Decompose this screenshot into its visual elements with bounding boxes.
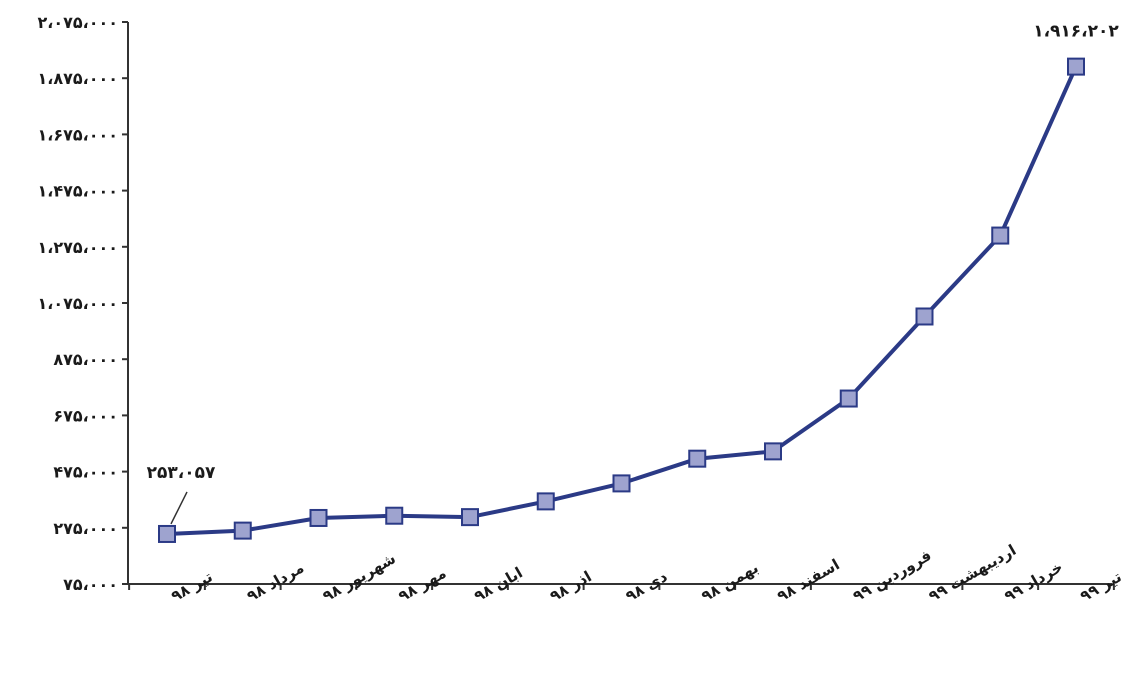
data-point-marker <box>612 474 631 493</box>
data-point-marker <box>915 307 934 326</box>
y-ticks: ۷۵،۰۰۰ ۲۷۵،۰۰۰ ۴۷۵،۰۰۰ ۶۷۵،۰۰۰ ۸۷۵،۰۰۰ ۱،۰۷۵،… <box>37 13 128 594</box>
x-tick-label: خرداد ۹۹ <box>1001 558 1066 606</box>
data-label: ۲۵۳،۰۵۷ <box>147 463 216 483</box>
data-point-marker <box>991 226 1010 245</box>
y-tick-label: ۱،۸۷۵،۰۰۰ <box>37 69 118 88</box>
y-tick-label: ۱،۰۷۵،۰۰۰ <box>37 294 118 313</box>
data-label-leader <box>170 491 188 525</box>
series-line <box>166 65 1078 536</box>
data-point-marker <box>461 508 479 527</box>
y-tick-label: ۱،۴۷۵،۰۰۰ <box>37 182 118 201</box>
data-markers <box>158 57 1085 543</box>
y-tick-label: ۸۷۵،۰۰۰ <box>53 350 118 369</box>
y-tick-label: ۱،۲۷۵،۰۰۰ <box>37 238 118 257</box>
data-point-marker <box>764 442 782 461</box>
x-tick-label: تیر ۹۸ <box>168 568 216 606</box>
y-tick-label: ۱،۶۷۵،۰۰۰ <box>37 125 118 144</box>
y-tick-label: ۴۷۵،۰۰۰ <box>53 463 118 482</box>
x-tick-label: بهمن ۹۸ <box>698 559 761 606</box>
data-point-marker <box>385 506 404 525</box>
x-tick-label: دی ۹۸ <box>623 567 671 605</box>
data-point-marker <box>839 389 858 408</box>
data-point-marker <box>309 508 328 527</box>
x-tick-label: اسفند ۹۸ <box>774 555 843 605</box>
y-tick-label: ۷۵،۰۰۰ <box>63 575 118 594</box>
data-label: ۱،۹۱۶،۲۰۲ <box>1033 22 1119 42</box>
data-point-marker <box>233 521 252 540</box>
x-tick-label: اذر ۹۸ <box>547 567 595 605</box>
x-tick-label: شهریور ۹۸ <box>320 549 399 605</box>
data-point-marker <box>536 492 555 511</box>
x-tick-label: مرداد ۹۸ <box>244 559 307 606</box>
y-tick-label: ۲،۰۷۵،۰۰۰ <box>37 13 118 32</box>
data-point-marker <box>158 524 176 543</box>
data-point-marker <box>688 449 707 468</box>
x-tick-label: تیر ۹۹ <box>1077 568 1125 606</box>
data-labels: ۲۵۳،۰۵۷ ۱،۹۱۶،۲۰۲ <box>147 22 1119 525</box>
data-point-marker <box>1067 57 1085 76</box>
x-tick-label: فروردین ۹۹ <box>850 546 935 605</box>
y-tick-label: ۲۷۵،۰۰۰ <box>53 519 118 538</box>
y-tick-label: ۶۷۵،۰۰۰ <box>53 406 118 425</box>
